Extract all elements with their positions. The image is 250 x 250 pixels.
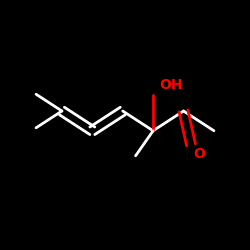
Text: O: O bbox=[194, 147, 205, 161]
Text: OH: OH bbox=[159, 78, 183, 92]
